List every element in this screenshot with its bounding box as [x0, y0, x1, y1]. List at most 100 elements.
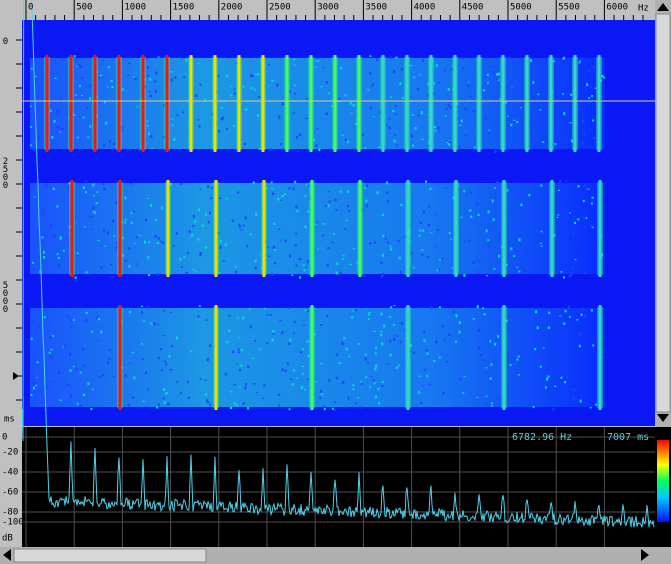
noise-speck [560, 121, 563, 125]
noise-speck [162, 241, 165, 244]
noise-speck [82, 393, 85, 397]
noise-speck [100, 330, 103, 334]
noise-speck [473, 146, 476, 149]
noise-speck [84, 191, 87, 194]
x-label: 4000 [414, 3, 436, 13]
band-noise [30, 308, 605, 407]
noise-speck [556, 216, 559, 218]
scroll-up[interactable] [657, 3, 669, 11]
noise-speck [247, 365, 250, 368]
noise-speck [69, 369, 72, 372]
noise-speck [306, 260, 309, 263]
noise-speck [490, 402, 493, 404]
noise-speck [513, 121, 516, 124]
noise-speck [448, 231, 451, 235]
noise-speck [512, 344, 515, 347]
noise-speck [528, 193, 531, 197]
scroll-right[interactable] [641, 549, 649, 561]
noise-speck [76, 136, 79, 139]
noise-speck [242, 316, 245, 320]
noise-speck [197, 119, 200, 121]
noise-speck [235, 363, 238, 365]
noise-speck [433, 126, 436, 129]
noise-speck [68, 398, 71, 400]
noise-speck [74, 94, 77, 96]
noise-speck [122, 254, 125, 257]
noise-speck [262, 397, 265, 399]
noise-speck [103, 187, 106, 191]
noise-speck [560, 133, 563, 135]
noise-speck [281, 331, 284, 334]
noise-speck [127, 74, 130, 76]
noise-speck [226, 341, 229, 344]
noise-speck [72, 366, 75, 368]
noise-speck [238, 386, 241, 388]
noise-speck [322, 66, 325, 69]
noise-speck [561, 307, 564, 309]
noise-speck [38, 109, 41, 111]
noise-speck [86, 107, 89, 109]
scroll-down[interactable] [657, 414, 669, 422]
noise-speck [287, 307, 290, 309]
noise-speck [255, 391, 258, 393]
noise-speck [457, 146, 460, 149]
noise-speck [57, 257, 60, 260]
noise-speck [473, 148, 476, 151]
noise-speck [327, 204, 330, 208]
h-scroll-thumb[interactable] [13, 548, 207, 563]
noise-speck [332, 233, 335, 235]
noise-speck [511, 87, 514, 91]
noise-speck [320, 393, 323, 396]
noise-speck [485, 229, 488, 233]
noise-speck [238, 223, 241, 226]
v-scroll-thumb[interactable] [655, 13, 671, 413]
noise-speck [348, 356, 351, 358]
noise-speck [365, 204, 368, 208]
noise-speck [452, 310, 455, 314]
noise-speck [124, 196, 127, 200]
noise-speck [482, 89, 485, 92]
harmonic [406, 305, 410, 410]
noise-speck [77, 64, 80, 66]
noise-speck [102, 60, 105, 62]
noise-speck [410, 134, 413, 138]
noise-speck [33, 268, 36, 271]
noise-speck [543, 218, 546, 221]
noise-speck [149, 94, 152, 98]
noise-speck [150, 204, 153, 207]
noise-speck [570, 93, 573, 96]
noise-speck [570, 388, 573, 391]
noise-speck [434, 245, 437, 248]
noise-speck [230, 390, 233, 393]
noise-speck [140, 342, 143, 345]
noise-speck [165, 392, 168, 395]
noise-speck [194, 220, 197, 223]
noise-speck [390, 306, 393, 309]
noise-speck [594, 74, 597, 77]
noise-speck [59, 236, 62, 238]
noise-speck [365, 199, 368, 203]
noise-speck [558, 189, 561, 191]
noise-speck [296, 150, 299, 153]
noise-speck [563, 322, 566, 325]
noise-speck [231, 219, 234, 222]
noise-speck [180, 266, 183, 268]
noise-speck [487, 227, 490, 231]
noise-speck [433, 360, 436, 362]
noise-speck [382, 213, 385, 217]
scroll-left[interactable] [3, 549, 11, 561]
x-label: 1500 [173, 3, 195, 13]
noise-speck [146, 197, 149, 199]
noise-speck [396, 366, 399, 369]
noise-speck [427, 148, 430, 152]
noise-speck [519, 209, 522, 212]
noise-speck [447, 87, 450, 91]
harmonic [549, 55, 553, 152]
noise-speck [498, 323, 501, 325]
noise-speck [389, 245, 392, 248]
noise-speck [572, 396, 575, 400]
noise-speck [583, 132, 586, 136]
noise-speck [30, 380, 33, 382]
noise-speck [299, 276, 302, 279]
harmonic [598, 305, 602, 410]
